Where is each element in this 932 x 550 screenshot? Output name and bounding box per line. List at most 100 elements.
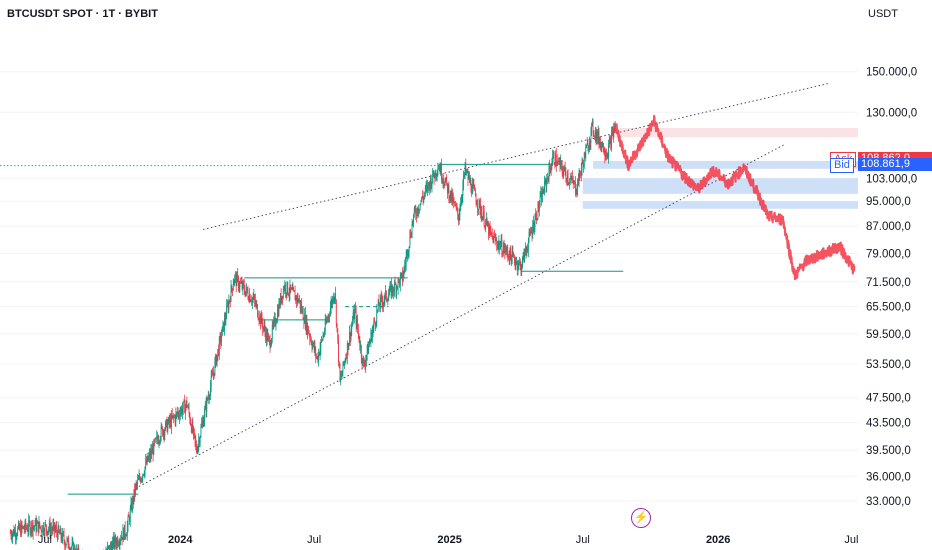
supply-zone bbox=[612, 127, 858, 138]
candle bbox=[14, 530, 16, 536]
candle bbox=[206, 398, 208, 412]
candle bbox=[316, 356, 318, 358]
candle bbox=[134, 488, 136, 495]
candle bbox=[372, 326, 374, 332]
candle bbox=[154, 438, 156, 442]
candle bbox=[40, 526, 41, 528]
candle bbox=[355, 308, 356, 311]
candle bbox=[452, 192, 453, 204]
candle bbox=[580, 174, 581, 176]
candle bbox=[53, 522, 55, 526]
candle bbox=[141, 478, 143, 480]
candle bbox=[425, 186, 427, 188]
candle bbox=[519, 261, 520, 263]
candle bbox=[323, 334, 325, 336]
candle bbox=[239, 282, 241, 288]
candle bbox=[432, 170, 434, 182]
candle bbox=[185, 405, 186, 414]
candle bbox=[107, 546, 108, 550]
candle bbox=[263, 327, 264, 330]
candle bbox=[607, 155, 609, 158]
candle bbox=[420, 201, 422, 204]
candle bbox=[268, 337, 270, 341]
candle bbox=[530, 231, 532, 234]
candle bbox=[423, 195, 425, 200]
candle bbox=[600, 142, 602, 148]
candle bbox=[471, 190, 473, 194]
candle bbox=[234, 276, 236, 281]
candle bbox=[232, 288, 233, 291]
candle bbox=[521, 266, 523, 273]
candle bbox=[477, 208, 479, 210]
candle bbox=[140, 478, 142, 482]
candle bbox=[296, 296, 297, 302]
candle bbox=[38, 521, 40, 533]
candle bbox=[307, 326, 309, 334]
candle bbox=[485, 218, 487, 222]
candle bbox=[321, 339, 322, 341]
candle bbox=[599, 141, 601, 144]
candle bbox=[329, 315, 331, 317]
candle bbox=[502, 254, 503, 255]
candle bbox=[216, 355, 218, 365]
candle bbox=[170, 418, 172, 428]
candle bbox=[484, 226, 486, 227]
candle bbox=[472, 184, 474, 186]
candle bbox=[305, 317, 307, 329]
trend-line bbox=[135, 144, 785, 489]
candle bbox=[550, 167, 552, 173]
candle bbox=[374, 322, 376, 326]
bid-price-tag: 108.861,9 bbox=[858, 158, 932, 172]
candle bbox=[210, 376, 212, 386]
candle bbox=[494, 235, 495, 237]
candle bbox=[176, 412, 178, 414]
candle bbox=[416, 215, 417, 217]
candle bbox=[538, 204, 540, 210]
candle bbox=[131, 502, 133, 511]
candle bbox=[602, 143, 604, 148]
candle bbox=[496, 239, 498, 245]
candle bbox=[596, 131, 598, 141]
candle bbox=[346, 357, 347, 358]
candle bbox=[254, 300, 256, 305]
candle bbox=[11, 536, 13, 539]
candle bbox=[428, 182, 430, 185]
candle bbox=[338, 338, 339, 362]
candle bbox=[192, 422, 194, 433]
demand-zone bbox=[582, 178, 858, 194]
candle bbox=[446, 183, 448, 193]
candle bbox=[415, 210, 417, 216]
candle bbox=[460, 199, 462, 203]
candle bbox=[280, 294, 282, 303]
candle bbox=[167, 423, 169, 432]
candle bbox=[142, 474, 144, 479]
candle bbox=[130, 502, 132, 509]
candle bbox=[301, 304, 303, 312]
candle bbox=[388, 295, 389, 301]
candle bbox=[327, 315, 329, 320]
candle bbox=[393, 291, 395, 293]
demand-zone bbox=[582, 201, 858, 209]
candle bbox=[237, 274, 239, 277]
candle bbox=[388, 292, 390, 296]
candle bbox=[182, 408, 183, 415]
candle bbox=[504, 245, 506, 253]
lightning-bolt-icon[interactable]: ⚡ bbox=[631, 508, 651, 528]
candle bbox=[266, 331, 268, 341]
candle bbox=[321, 339, 323, 341]
candle bbox=[52, 525, 54, 531]
candle bbox=[42, 525, 44, 533]
candle bbox=[257, 304, 258, 317]
candle bbox=[310, 338, 311, 340]
candle bbox=[582, 161, 584, 164]
candle bbox=[231, 285, 233, 289]
candle bbox=[552, 156, 554, 165]
candle bbox=[293, 287, 295, 291]
candle bbox=[221, 326, 223, 337]
candle bbox=[546, 178, 548, 187]
candle bbox=[399, 279, 400, 286]
candle bbox=[525, 249, 527, 252]
candle bbox=[413, 214, 414, 223]
candle bbox=[159, 441, 161, 442]
